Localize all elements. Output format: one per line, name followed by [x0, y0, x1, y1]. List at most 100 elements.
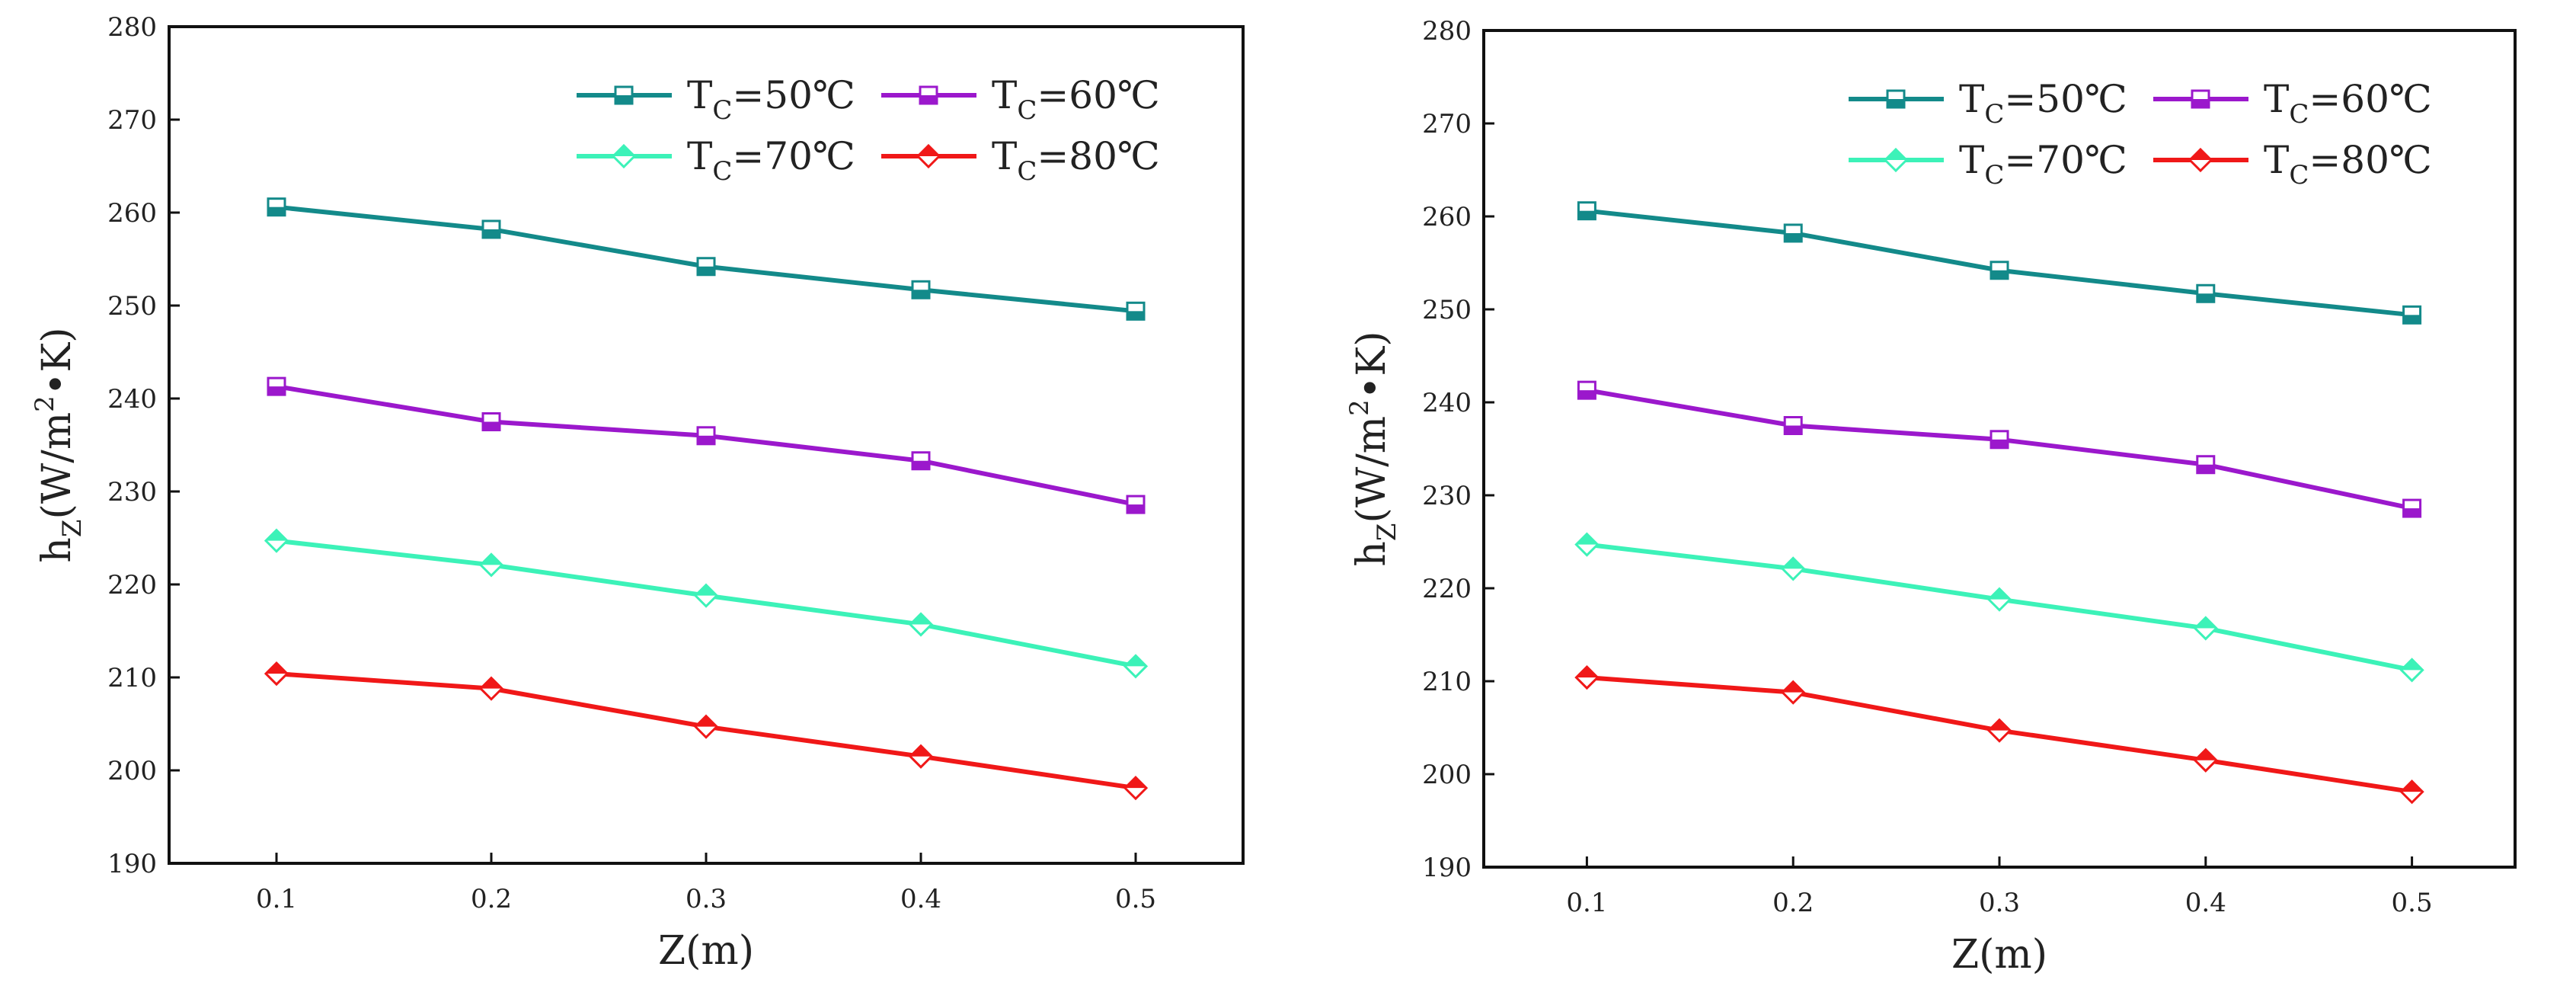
legend-label: TC=50℃ — [1959, 77, 2127, 130]
y-tick-label: 210 — [1422, 667, 1472, 697]
legend-label-sub: C — [1017, 156, 1037, 187]
legend-label-rest: =70℃ — [732, 134, 855, 178]
marker-square-half — [1991, 439, 2008, 448]
chart-panel-right: 190 200 210 220 230 240 250 260 270 280 0.1 0.2 0.3 0… — [1344, 16, 2517, 978]
data-point — [2193, 747, 2218, 773]
legend-label: TC=60℃ — [992, 73, 1160, 126]
y-axis-title-sub: Z — [57, 519, 88, 537]
data-point — [2402, 305, 2422, 325]
data-point — [2399, 658, 2424, 683]
legend-marker — [916, 143, 941, 169]
marker-diamond-half — [613, 146, 634, 156]
data-point — [264, 661, 289, 687]
data-point — [911, 451, 931, 471]
data-point — [481, 412, 501, 431]
data-point — [908, 612, 934, 637]
x-tick-label: 0.3 — [1979, 888, 2020, 918]
data-point — [1781, 556, 1806, 581]
marker-square-half — [1887, 99, 1904, 107]
data-point — [1986, 718, 2012, 743]
legend-label-sub: C — [712, 95, 732, 126]
data-point — [1783, 223, 1803, 243]
x-tick-label: 0.1 — [1566, 888, 1607, 918]
y-tick-label: 190 — [1422, 853, 1472, 883]
marker-square-half — [912, 290, 929, 299]
y-axis-title: hZ(W/m2•K) — [1344, 331, 1402, 566]
marker-diamond-half — [1576, 533, 1598, 545]
x-axis-title: Z(m) — [658, 928, 754, 974]
marker-diamond-half — [1782, 558, 1804, 569]
legend-marker — [2191, 89, 2210, 109]
y-tick-label: 280 — [1422, 16, 1472, 46]
data-point — [2399, 780, 2424, 805]
marker-square-half — [912, 460, 929, 469]
legend-marker — [611, 143, 637, 169]
data-point — [1986, 587, 2012, 612]
y-tick-label: 190 — [107, 849, 157, 879]
y-axis-title-units-end: •K) — [1349, 331, 1395, 399]
marker-square-half — [1127, 504, 1144, 514]
series-line — [276, 384, 1136, 507]
marker-square-half — [2192, 99, 2209, 107]
marker-diamond-half — [910, 745, 932, 757]
marker-diamond-half — [1576, 667, 1598, 678]
y-axis-title-main: h — [34, 537, 80, 563]
marker-square-half — [2403, 508, 2421, 517]
marker-diamond-half — [2194, 617, 2216, 629]
legend-label-sub: C — [2289, 99, 2309, 130]
legend: TC=50℃ TC=60℃ TC=70℃ TC=80℃ — [577, 73, 1160, 187]
y-tick-label: 200 — [107, 756, 157, 786]
legend-label-main: T — [1959, 138, 1984, 182]
marker-diamond-half — [2401, 781, 2423, 792]
data-point — [2193, 616, 2218, 641]
data-point — [1577, 201, 1596, 221]
y-axis-title-units: (W/m — [1349, 416, 1395, 523]
marker-square-half — [1578, 390, 1596, 399]
marker-square-half — [1991, 270, 2008, 279]
marker-diamond-half — [910, 613, 932, 625]
legend-label-main: T — [2264, 77, 2289, 121]
legend-item: TC=50℃ — [577, 73, 855, 126]
x-tick-label: 0.2 — [1772, 888, 1814, 918]
marker-square-half — [1785, 425, 1802, 434]
data-point — [696, 426, 716, 446]
marker-diamond-half — [481, 554, 502, 565]
marker-diamond-half — [1125, 777, 1146, 789]
data-point — [1123, 776, 1149, 801]
legend-label: TC=70℃ — [687, 134, 855, 187]
y-tick-label: 250 — [1422, 295, 1472, 325]
y-tick-label: 250 — [107, 291, 157, 322]
legend-marker — [2188, 147, 2213, 173]
data-point — [2402, 498, 2422, 518]
marker-square-half — [1127, 311, 1144, 320]
x-tick-label: 0.5 — [2392, 888, 2433, 918]
series-1 — [1577, 201, 2422, 325]
legend-label: TC=80℃ — [992, 134, 1160, 187]
marker-square-half — [483, 421, 500, 431]
y-tick-label: 270 — [1422, 109, 1472, 139]
legend-item: TC=70℃ — [577, 134, 855, 187]
data-point — [481, 219, 501, 239]
marker-square-half — [615, 95, 632, 104]
legend-marker — [919, 85, 938, 105]
series-4 — [1574, 664, 2424, 805]
legend-label-rest: =60℃ — [1037, 73, 1159, 117]
marker-diamond-half — [918, 146, 939, 156]
marker-diamond-half — [1125, 655, 1146, 667]
x-tick-label: 0.4 — [2185, 888, 2226, 918]
y-axis-title-sub: Z — [1372, 523, 1402, 541]
legend-marker — [614, 85, 634, 105]
legend-label: TC=50℃ — [687, 73, 855, 126]
marker-square-half — [1578, 210, 1596, 219]
legend-item: TC=60℃ — [2153, 77, 2432, 130]
marker-diamond-half — [1782, 681, 1804, 693]
data-point — [1574, 532, 1600, 557]
y-tick-label: 260 — [1422, 202, 1472, 232]
legend-item: TC=60℃ — [881, 73, 1160, 126]
marker-diamond-half — [2190, 149, 2211, 160]
marker-diamond-half — [266, 530, 287, 541]
series-2 — [1577, 380, 2422, 518]
series-4 — [264, 661, 1149, 801]
